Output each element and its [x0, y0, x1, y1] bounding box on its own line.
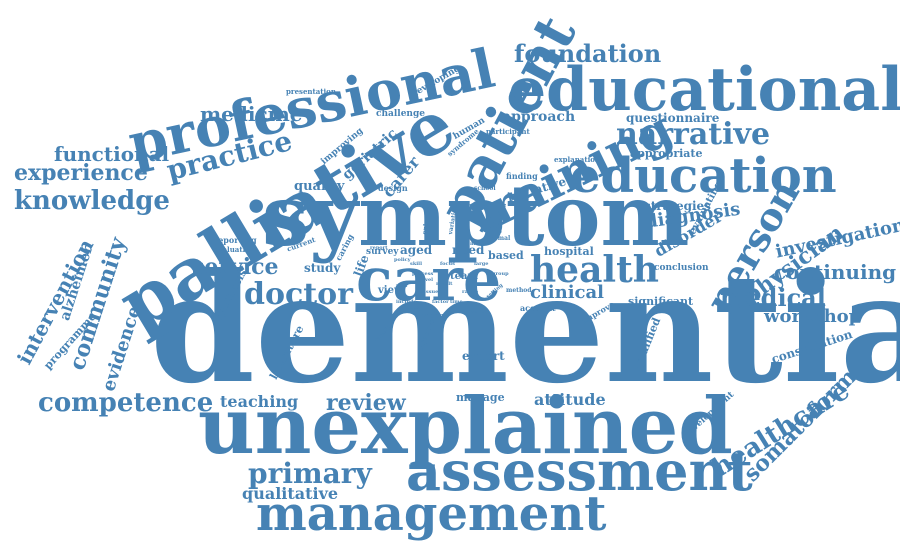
word: need — [452, 243, 485, 257]
word: doctor — [244, 277, 353, 312]
word: factor — [432, 299, 449, 305]
word: year — [396, 283, 408, 289]
word: report — [370, 245, 388, 251]
word: paper — [420, 311, 443, 320]
word: experience — [14, 160, 148, 186]
word: quality — [294, 179, 345, 194]
word: include — [396, 299, 417, 305]
word: focus — [440, 261, 455, 267]
word: design — [378, 183, 408, 193]
word: dementia — [150, 241, 900, 417]
word: level — [420, 277, 434, 283]
word: conclusion — [654, 263, 709, 273]
word: work — [470, 309, 484, 315]
word: evaluation — [214, 245, 255, 254]
word: functional — [54, 142, 170, 166]
word: review — [326, 390, 406, 416]
word: clinical — [530, 282, 605, 303]
word: hospital — [544, 245, 594, 258]
word: primary — [248, 457, 372, 490]
word: expert — [462, 349, 505, 363]
word: medical — [720, 283, 826, 312]
word: strategies — [644, 199, 711, 213]
word: process — [412, 271, 434, 277]
word: method — [506, 287, 532, 294]
word: range — [462, 289, 479, 295]
word: medicine — [200, 102, 303, 126]
word: local — [408, 305, 422, 311]
word: team — [450, 271, 479, 282]
word: unexplained — [198, 381, 733, 472]
word: mind — [470, 241, 485, 247]
word: aged — [400, 243, 433, 257]
word: time — [450, 299, 463, 305]
word: workshop — [764, 306, 862, 327]
word: symptom — [262, 166, 690, 265]
word: foundation — [514, 39, 662, 68]
word: educational — [508, 55, 900, 125]
word: study — [304, 261, 341, 275]
word: policy — [394, 257, 411, 263]
word: education — [570, 148, 837, 204]
word: challenge — [376, 109, 425, 119]
word: health — [530, 249, 659, 291]
word: formal — [488, 235, 511, 242]
word: competence — [38, 388, 214, 418]
word: attitude — [534, 390, 606, 409]
word: participant — [486, 127, 530, 136]
word: school — [474, 185, 496, 192]
word: appropriate — [630, 147, 703, 160]
word: issue — [424, 289, 439, 295]
word: group — [492, 271, 509, 277]
word: large — [474, 261, 489, 267]
word: survey — [366, 247, 399, 257]
word: finding — [506, 171, 538, 181]
word: skill — [410, 261, 422, 267]
word: service — [192, 254, 279, 280]
word: knowledge — [14, 186, 170, 216]
word: view — [378, 285, 403, 296]
word: questionnaire — [626, 111, 720, 125]
word: explanation — [554, 155, 600, 164]
word: reporting — [214, 235, 257, 245]
word: assessment — [406, 439, 753, 503]
word: management — [256, 486, 607, 542]
word: manage — [456, 391, 505, 404]
word: approach — [502, 109, 576, 125]
word: result — [436, 281, 453, 287]
word: continuing — [774, 260, 897, 284]
word: qualitative — [242, 484, 339, 503]
word: care — [356, 245, 502, 315]
word: account — [520, 303, 556, 313]
word: narrative — [616, 117, 771, 152]
word: teaching — [220, 392, 299, 411]
word: significant — [628, 295, 694, 308]
word: presentation — [286, 87, 336, 96]
word: based — [488, 249, 524, 262]
